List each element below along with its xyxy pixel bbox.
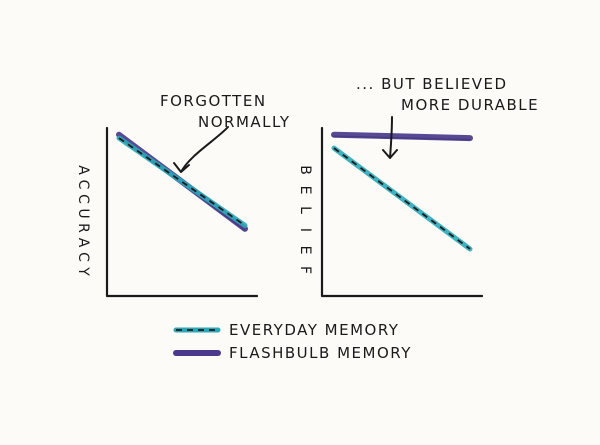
y-axis-letter: F	[297, 266, 313, 274]
annotation-line: ... BUT BELIEVED	[356, 75, 508, 93]
y-axis-letter: R	[75, 223, 91, 233]
series-line-flashbulb-memory-edge	[333, 135, 471, 141]
y-axis-letter: C	[75, 180, 91, 190]
legend-label: EVERYDAY MEMORY	[229, 321, 399, 339]
legend-item: EVERYDAY MEMORY	[173, 321, 399, 339]
y-axis-letter: U	[75, 208, 91, 218]
y-axis-letter: B	[297, 165, 313, 175]
series-line-everyday-memory-dashes	[118, 137, 246, 227]
y-axis-letter: A	[75, 238, 91, 248]
y-axis-letter: L	[297, 206, 313, 214]
annotation: ... BUT BELIEVED MORE DURABLE	[356, 75, 539, 114]
series-line-everyday-memory	[331, 145, 473, 252]
annotation-line: MORE DURABLE	[401, 96, 539, 114]
annotation-line: FORGOTTEN	[160, 92, 267, 110]
annotation-line: NORMALLY	[198, 113, 291, 131]
y-axis-letter: Y	[75, 266, 91, 276]
chart-panel-belief: B E L I E F ... BUT BELIEVED MORE DURABLE	[297, 75, 539, 298]
annotation-arrow-icon	[173, 126, 229, 173]
y-axis-letter: E	[297, 186, 313, 195]
annotation-arrow-icon	[382, 116, 398, 159]
y-axis-letter: E	[297, 246, 313, 255]
axes	[320, 126, 484, 298]
axes	[105, 126, 259, 298]
y-axis-letter: I	[297, 228, 313, 232]
legend-label: FLASHBULB MEMORY	[229, 344, 412, 362]
y-axis-letter: A	[75, 165, 91, 175]
y-axis-letter: C	[75, 194, 91, 204]
y-axis-letter: C	[75, 252, 91, 262]
annotation: FORGOTTEN NORMALLY	[160, 92, 291, 131]
legend-item: FLASHBULB MEMORY	[173, 344, 412, 362]
series-line-flashbulb-memory	[331, 131, 473, 142]
legend: EVERYDAY MEMORY FLASHBULB MEMORY	[173, 321, 412, 362]
y-axis-label: B E L I E F	[297, 165, 313, 274]
